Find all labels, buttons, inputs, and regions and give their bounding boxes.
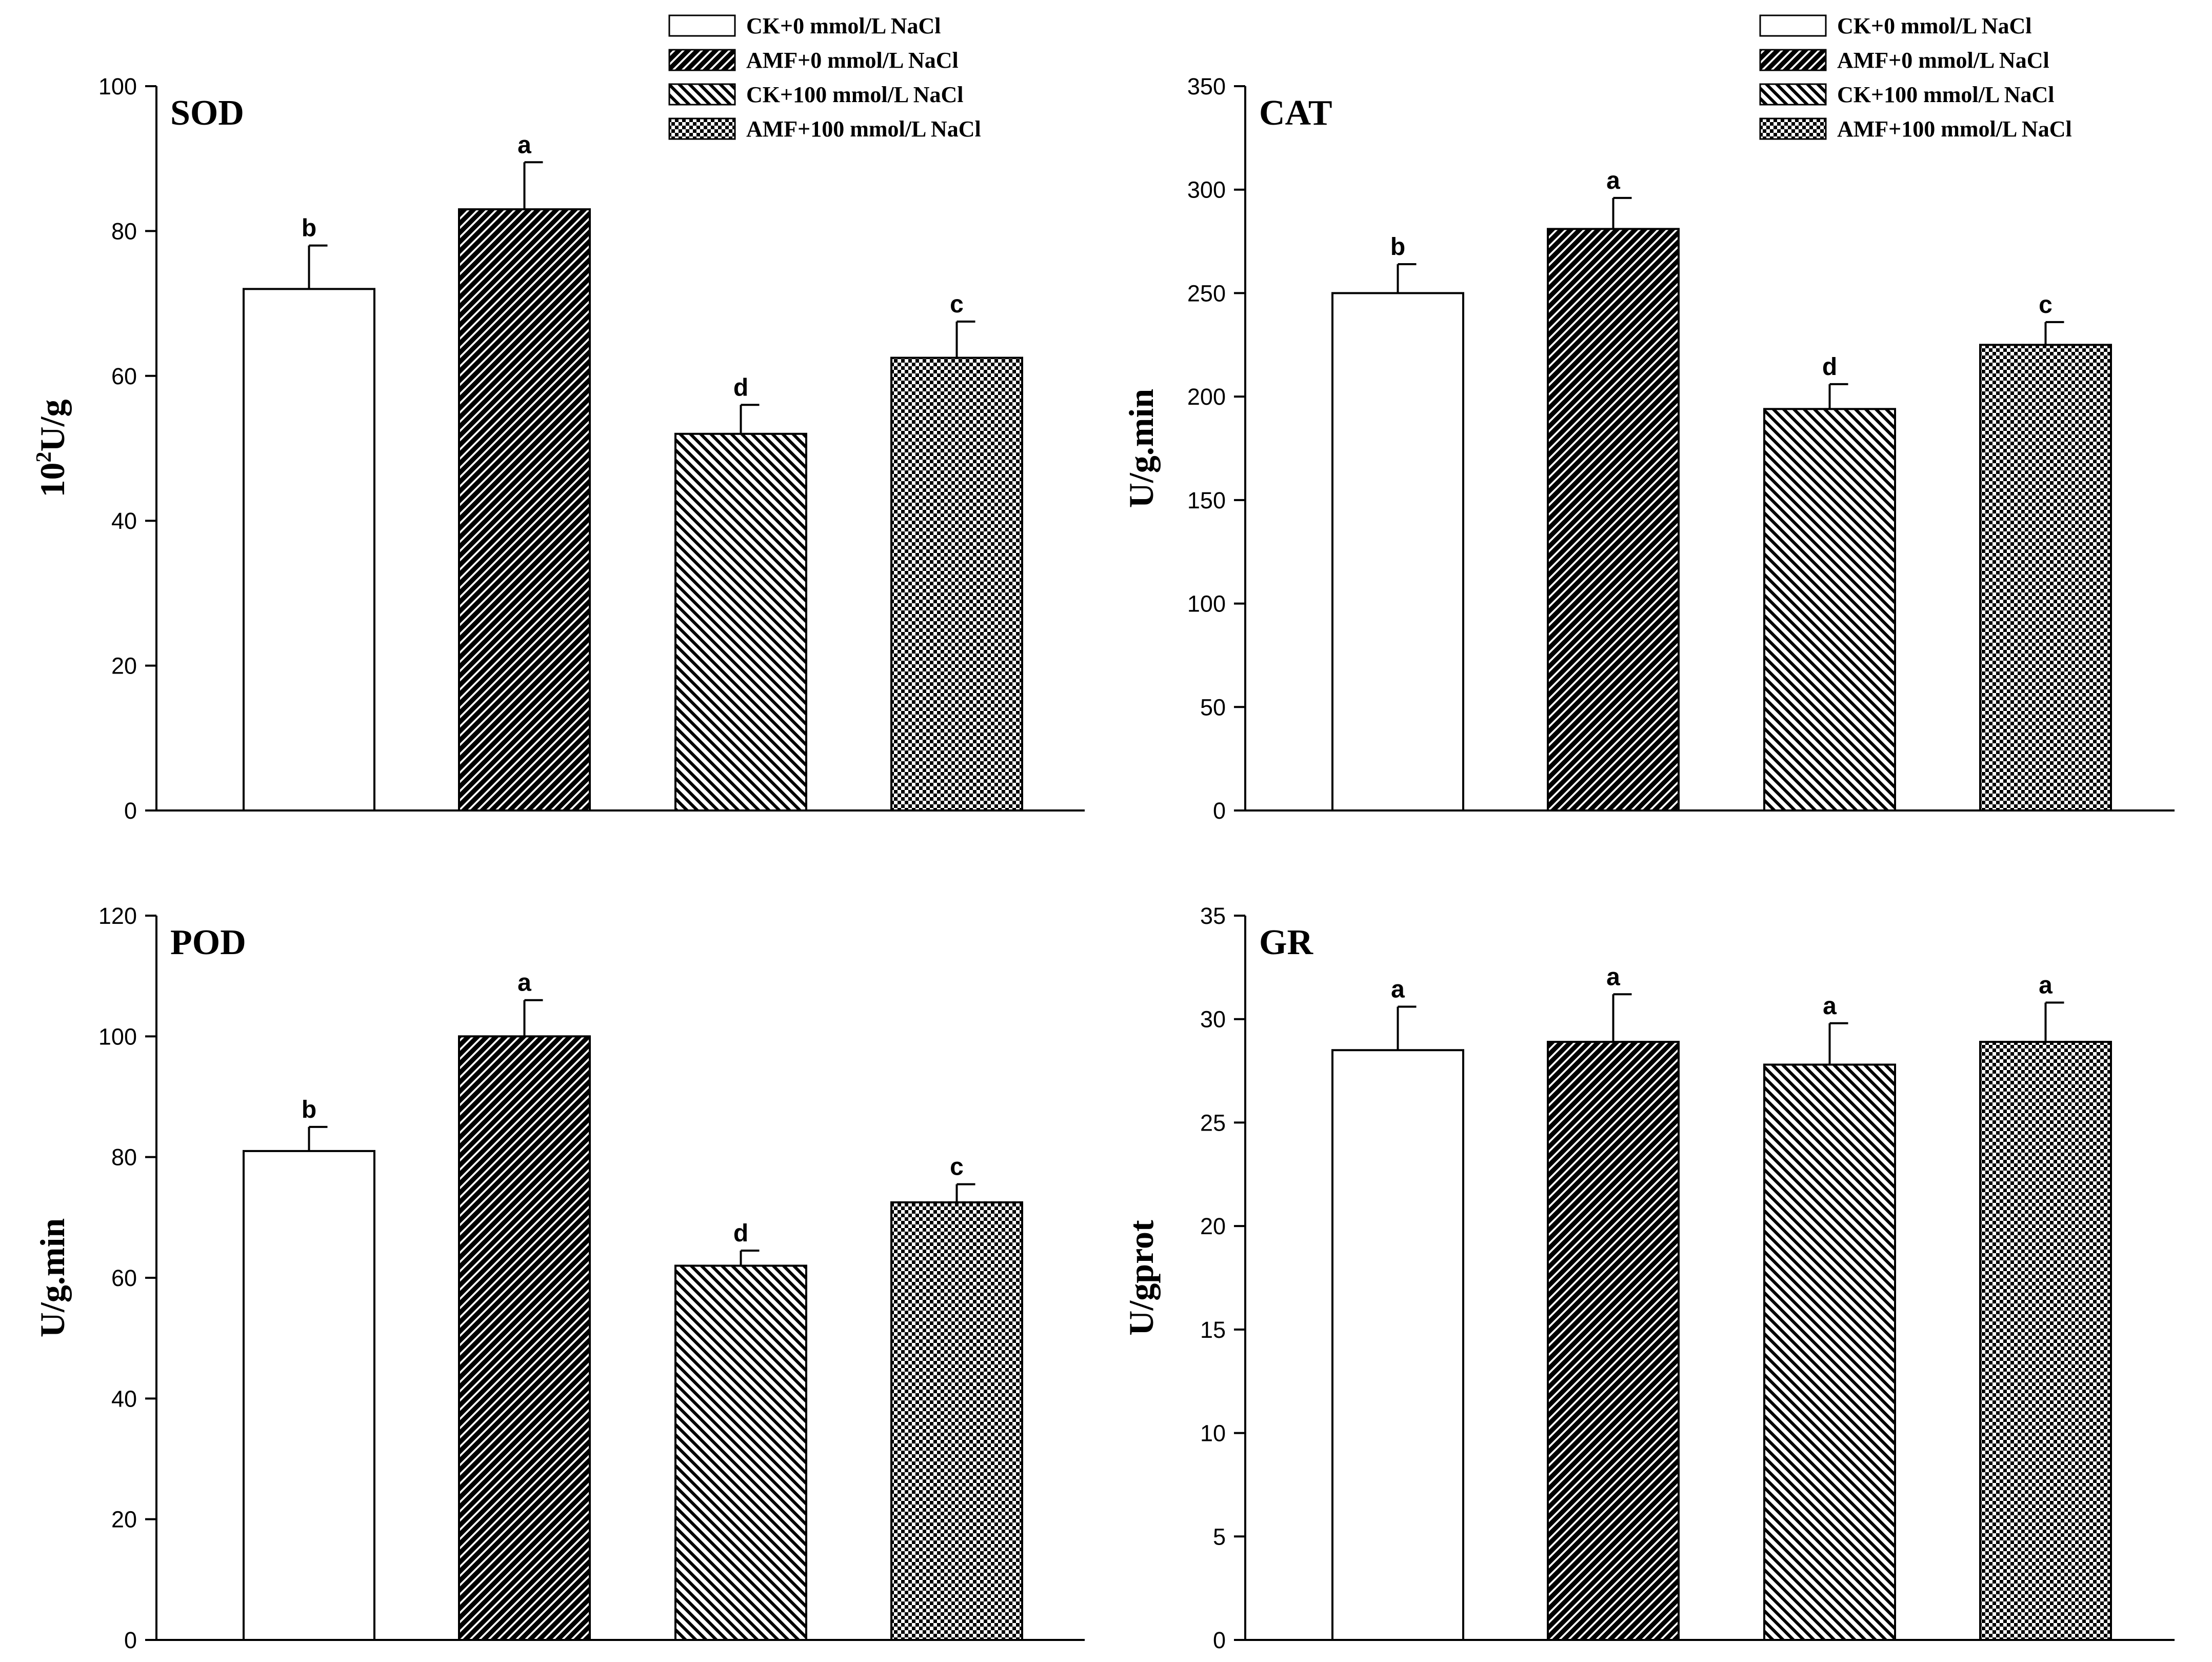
significance-label: d <box>733 1220 748 1247</box>
y-tick-label: 0 <box>1213 1627 1226 1653</box>
bar <box>674 432 807 812</box>
y-axis-title: 102U/g <box>32 400 72 498</box>
legend-label: AMF+0 mmol/L NaCl <box>1837 48 2049 73</box>
significance-label: c <box>2039 291 2052 319</box>
significance-label: b <box>302 215 316 242</box>
y-tick-label: 30 <box>1200 1006 1226 1033</box>
significance-label: d <box>1822 353 1837 381</box>
bar <box>1979 344 2112 812</box>
significance-label: a <box>1391 976 1405 1003</box>
y-tick-label: 25 <box>1200 1110 1226 1136</box>
legend-label: CK+0 mmol/L NaCl <box>1837 13 2032 38</box>
significance-label: a <box>517 970 531 997</box>
y-tick-label: 50 <box>1200 694 1226 720</box>
legend-swatch <box>1759 49 1827 71</box>
legend-swatch <box>1759 14 1827 37</box>
bar <box>458 1035 591 1641</box>
panel-gr: 0 5 10 15 20 25 30 35 U/gprot GR a a a a <box>1122 903 2175 1653</box>
legend-label: CK+100 mmol/L NaCl <box>1837 82 2055 107</box>
bar <box>1331 1049 1464 1641</box>
bar <box>243 288 375 812</box>
y-tick-label: 20 <box>1200 1213 1226 1239</box>
y-axis-title-sup: 2 <box>32 452 56 463</box>
y-tick-label: 100 <box>98 1023 137 1050</box>
panel-pod: 0 20 40 60 80 100 120 U/g.min POD b a d c <box>33 903 1085 1653</box>
legend-swatch <box>668 14 736 37</box>
bar <box>1331 292 1464 812</box>
y-tick-label: 120 <box>98 903 137 929</box>
y-tick-label: 10 <box>1200 1420 1226 1447</box>
legend-swatch <box>668 117 736 140</box>
panel-title: POD <box>170 923 246 962</box>
bar <box>890 357 1023 812</box>
bar <box>458 208 591 812</box>
bar <box>674 1264 807 1641</box>
y-tick-label: 15 <box>1200 1317 1226 1343</box>
y-tick-label: 150 <box>1187 487 1226 513</box>
significance-label: c <box>950 1154 964 1181</box>
bar <box>1979 1041 2112 1641</box>
y-tick-label: 35 <box>1200 903 1226 929</box>
bar <box>1763 1063 1896 1641</box>
significance-label: a <box>517 131 531 159</box>
y-axis-title: U/gprot <box>1122 1220 1161 1336</box>
bar <box>1547 1041 1680 1641</box>
legend-swatch <box>668 49 736 71</box>
legend-label: AMF+100 mmol/L NaCl <box>746 116 981 142</box>
legend: CK+0 mmol/L NaCl AMF+0 mmol/L NaCl CK+100 … <box>1759 13 2072 142</box>
y-tick-label: 250 <box>1187 280 1226 306</box>
y-tick-label: 300 <box>1187 177 1226 203</box>
bar <box>890 1201 1023 1641</box>
significance-label: d <box>733 374 748 401</box>
panel-cat: 0 50 100 150 200 250 300 350 U/g.min CAT b a d c CK+0 … <box>1122 13 2175 824</box>
y-tick-label: 20 <box>111 653 137 679</box>
y-tick-label: 0 <box>1213 798 1226 824</box>
y-tick-label: 200 <box>1187 384 1226 410</box>
panel-sod: 0 20 40 60 80 100 102U/g SOD b a d c CK+0 mmol/L NaC… <box>32 13 1085 824</box>
legend-label: CK+0 mmol/L NaCl <box>746 13 941 38</box>
y-tick-label: 100 <box>98 73 137 100</box>
y-tick-label: 5 <box>1213 1524 1226 1550</box>
significance-label: b <box>302 1096 316 1123</box>
significance-label: a <box>1823 993 1837 1020</box>
y-tick-label: 100 <box>1187 591 1226 617</box>
y-tick-label: 80 <box>111 218 137 244</box>
bar <box>1763 408 1896 812</box>
legend: CK+0 mmol/L NaCl AMF+0 mmol/L NaCl CK+100 … <box>668 13 981 142</box>
significance-label: a <box>2039 972 2052 999</box>
y-tick-label: 350 <box>1187 73 1226 100</box>
bar <box>1547 228 1680 812</box>
y-axis-title-base: 10 <box>33 463 72 498</box>
y-tick-label: 40 <box>111 1386 137 1412</box>
bar <box>243 1150 375 1641</box>
significance-label: a <box>1606 167 1620 194</box>
significance-label: b <box>1390 233 1405 261</box>
legend-label: AMF+0 mmol/L NaCl <box>746 48 959 73</box>
y-tick-label: 60 <box>111 1265 137 1291</box>
legend-swatch <box>1759 117 1827 140</box>
legend-label: AMF+100 mmol/L NaCl <box>1837 116 2072 142</box>
y-tick-label: 0 <box>124 798 137 824</box>
panel-title: GR <box>1259 923 1313 962</box>
legend-swatch <box>668 83 736 106</box>
y-axis-title: U/g.min <box>1122 389 1161 508</box>
panel-title: SOD <box>170 93 244 133</box>
y-tick-label: 0 <box>124 1627 137 1653</box>
legend-swatch <box>1759 83 1827 106</box>
y-tick-label: 80 <box>111 1144 137 1171</box>
y-tick-label: 60 <box>111 363 137 389</box>
panel-title: CAT <box>1259 93 1332 133</box>
y-tick-label: 20 <box>111 1507 137 1533</box>
y-tick-label: 40 <box>111 508 137 534</box>
significance-label: a <box>1606 963 1620 991</box>
significance-label: c <box>950 291 964 318</box>
y-axis-title-unit: U/g <box>33 400 72 452</box>
legend-label: CK+100 mmol/L NaCl <box>746 82 964 107</box>
y-axis-title: U/g.min <box>33 1218 72 1337</box>
